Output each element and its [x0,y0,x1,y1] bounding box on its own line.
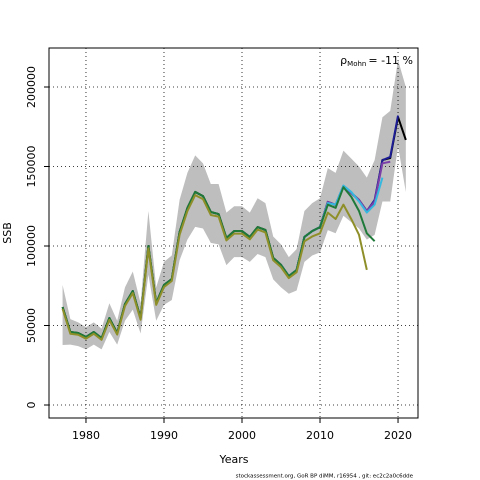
y-tick-label: 200000 [25,66,38,108]
x-axis-label: Years [218,453,248,466]
plot-frame [48,47,419,419]
x-tick-label: 1980 [72,429,100,442]
footer: stockassessment.org, GoR BP diMM, r16954… [236,474,414,480]
mohn-annotation: ρMohn = -11 % [340,54,413,68]
y-tick-label: 100000 [25,225,38,267]
plot-area: 1980 1990 2000 2010 2020 0 50000 100000 150000 20… [25,47,419,442]
confidence-band [62,59,406,350]
rho-value: = -11 % [368,54,413,67]
y-tick-label: 150000 [25,145,38,187]
x-tick-label: 2020 [384,429,412,442]
x-tick-label: 2010 [306,429,334,442]
x-tick-label: 1990 [150,429,178,442]
series-line [61,194,368,341]
x-tick-label: 2000 [228,429,256,442]
rho: ρ [340,54,347,67]
y-axis-label: SSB [1,222,14,244]
rho-subscript: Mohn [347,60,366,68]
y-tick-label: 0 [25,402,38,409]
y-tick-label: 50000 [25,308,38,343]
